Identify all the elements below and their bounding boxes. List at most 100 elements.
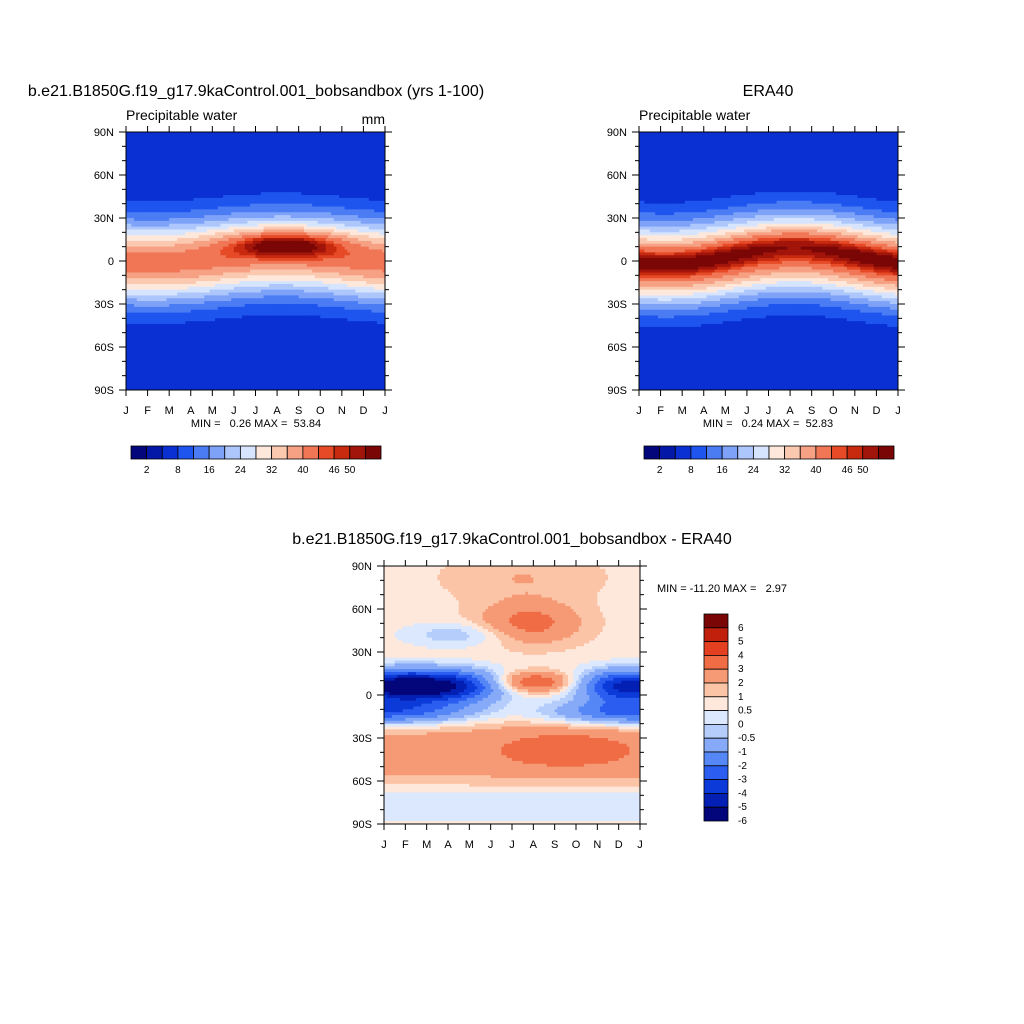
model-field-cell: [379, 192, 383, 196]
model-field-cell: [317, 197, 321, 202]
model-field-cell: [196, 203, 200, 208]
model-field-cell: [331, 169, 335, 173]
model-field-cell: [344, 160, 348, 165]
model-field-cell: [225, 160, 230, 165]
model-field-cell: [193, 235, 197, 239]
model-field-cell: [177, 177, 181, 182]
model-field-cell: [188, 143, 192, 147]
model-field-cell: [179, 220, 184, 225]
model-field-cell: [239, 235, 243, 239]
model-field-cell: [266, 229, 270, 233]
model-field-cell: [277, 197, 281, 202]
model-field-cell: [325, 226, 329, 231]
model-field-cell: [271, 252, 275, 256]
model-field-cell: [247, 169, 251, 173]
model-field-cell: [128, 240, 132, 245]
model-field-cell: [126, 203, 130, 208]
model-field-cell: [217, 134, 222, 139]
model-field-cell: [347, 212, 351, 216]
model-field-cell: [220, 166, 224, 170]
model-field-cell: [198, 177, 203, 182]
model-field-cell: [163, 160, 168, 165]
model-field-cell: [136, 269, 141, 274]
model-field-cell: [358, 215, 362, 219]
model-field-cell: [177, 206, 181, 210]
model-field-cell: [374, 163, 378, 167]
model-field-cell: [358, 266, 362, 271]
model-field-cell: [223, 169, 227, 173]
model-field-cell: [301, 229, 305, 233]
model-field-cell: [277, 269, 281, 274]
model-field-cell: [188, 232, 192, 236]
model-field-cell: [166, 149, 170, 153]
model-field-cell: [198, 258, 203, 262]
model-field-cell: [325, 186, 329, 190]
model-field-cell: [190, 206, 195, 210]
model-field-cell: [271, 157, 275, 162]
model-field-cell: [239, 258, 243, 262]
model-field-cell: [352, 278, 356, 282]
model-field-cell: [188, 235, 192, 239]
model-field-cell: [190, 240, 195, 245]
model-field-cell: [171, 266, 176, 271]
model-field-cell: [161, 226, 165, 231]
model-field-cell: [255, 152, 259, 156]
model-field-cell: [344, 246, 348, 251]
model-field-cell: [371, 272, 375, 276]
model-field-cell: [366, 197, 370, 202]
model-field-cell: [139, 252, 143, 256]
model-field-cell: [136, 232, 141, 236]
model-field-cell: [322, 180, 327, 185]
model-field-cell: [247, 195, 251, 199]
model-field-cell: [212, 232, 216, 236]
model-field-cell: [209, 166, 213, 170]
model-field-cell: [206, 163, 211, 167]
model-field-cell: [349, 172, 354, 176]
model-field-cell: [252, 226, 257, 231]
model-field-cell: [295, 263, 300, 268]
model-field-cell: [171, 192, 176, 196]
model-field-cell: [268, 232, 273, 236]
model-field-cell: [185, 166, 189, 170]
model-field-cell: [268, 146, 273, 150]
model-field-cell: [331, 160, 335, 165]
model-field-cell: [328, 275, 332, 279]
model-field-cell: [136, 229, 141, 233]
model-field-cell: [193, 183, 197, 188]
model-field-cell: [363, 243, 367, 248]
model-field-cell: [314, 195, 319, 199]
model-field-cell: [314, 149, 319, 153]
model-field-cell: [260, 134, 265, 139]
model-field-cell: [136, 243, 141, 248]
model-field-cell: [206, 206, 211, 210]
model-field-cell: [223, 172, 227, 176]
model-field-cell: [325, 252, 329, 256]
model-field-cell: [368, 223, 373, 228]
model-field-cell: [128, 183, 132, 188]
model-field-cell: [314, 197, 319, 202]
model-field-cell: [247, 152, 251, 156]
model-field-cell: [206, 132, 211, 136]
model-field-cell: [150, 143, 154, 147]
model-field-cell: [126, 143, 130, 147]
model-field-cell: [239, 212, 243, 216]
model-field-cell: [298, 146, 302, 150]
model-field-cell: [260, 220, 265, 225]
model-field-cell: [174, 172, 178, 176]
model-field-cell: [169, 200, 173, 205]
model-field-cell: [285, 160, 289, 165]
model-field-cell: [263, 149, 267, 153]
model-field-cell: [301, 152, 305, 156]
model-field-cell: [239, 218, 243, 222]
model-field-cell: [282, 140, 286, 145]
model-field-cell: [136, 154, 141, 159]
model-field-cell: [317, 146, 321, 150]
model-field-cell: [236, 143, 240, 147]
model-field-cell: [290, 163, 294, 167]
model-field-cell: [233, 169, 238, 173]
model-field-cell: [336, 226, 340, 231]
model-field-cell: [144, 206, 149, 210]
model-field-cell: [358, 261, 362, 265]
model-field-cell: [298, 152, 302, 156]
model-field-cell: [131, 275, 135, 279]
